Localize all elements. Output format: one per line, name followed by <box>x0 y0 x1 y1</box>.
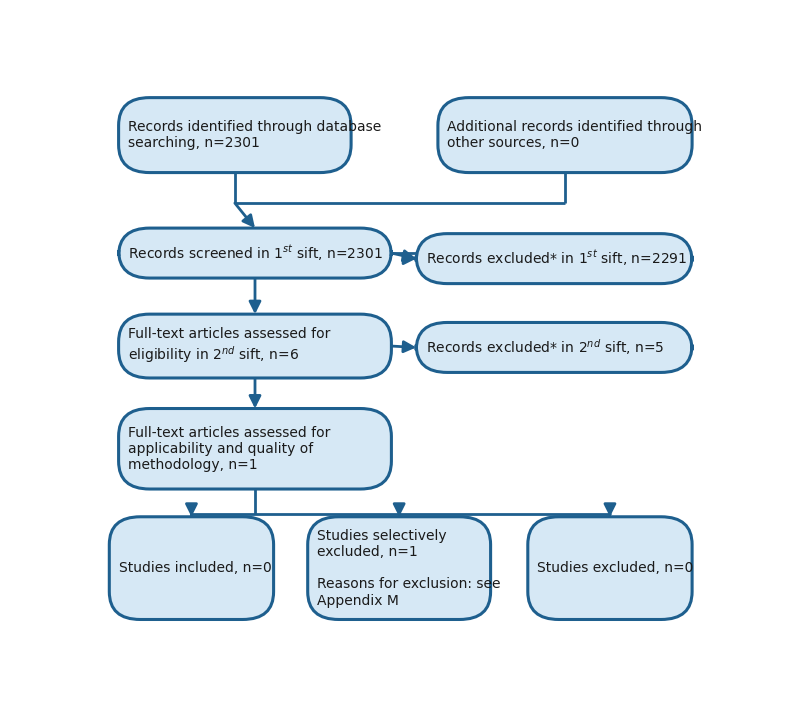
Text: Full-text articles assessed for
applicability and quality of
methodology, n=1: Full-text articles assessed for applicab… <box>128 425 330 472</box>
FancyBboxPatch shape <box>416 322 692 373</box>
Text: Studies included, n=0: Studies included, n=0 <box>118 561 271 575</box>
FancyBboxPatch shape <box>118 409 391 489</box>
Text: Studies excluded, n=0: Studies excluded, n=0 <box>537 561 694 575</box>
Text: Records excluded* in 1$^{st}$ sift, n=2291: Records excluded* in 1$^{st}$ sift, n=22… <box>426 249 686 268</box>
Text: Additional records identified through
other sources, n=0: Additional records identified through ot… <box>447 120 702 150</box>
FancyBboxPatch shape <box>416 234 692 283</box>
FancyBboxPatch shape <box>438 97 692 172</box>
Text: Full-text articles assessed for
eligibility in 2$^{nd}$ sift, n=6: Full-text articles assessed for eligibil… <box>128 327 330 365</box>
Text: Records screened in 1$^{st}$ sift, n=2301: Records screened in 1$^{st}$ sift, n=230… <box>128 243 383 263</box>
FancyBboxPatch shape <box>118 314 391 378</box>
FancyBboxPatch shape <box>528 517 692 619</box>
FancyBboxPatch shape <box>110 517 274 619</box>
Text: Studies selectively
excluded, n=1

Reasons for exclusion: see
Appendix M: Studies selectively excluded, n=1 Reason… <box>317 528 501 608</box>
Text: Records excluded* in 2$^{nd}$ sift, n=5: Records excluded* in 2$^{nd}$ sift, n=5 <box>426 337 664 358</box>
Text: Records identified through database
searching, n=2301: Records identified through database sear… <box>128 120 381 150</box>
FancyBboxPatch shape <box>308 517 490 619</box>
FancyBboxPatch shape <box>118 228 391 278</box>
FancyBboxPatch shape <box>118 97 351 172</box>
